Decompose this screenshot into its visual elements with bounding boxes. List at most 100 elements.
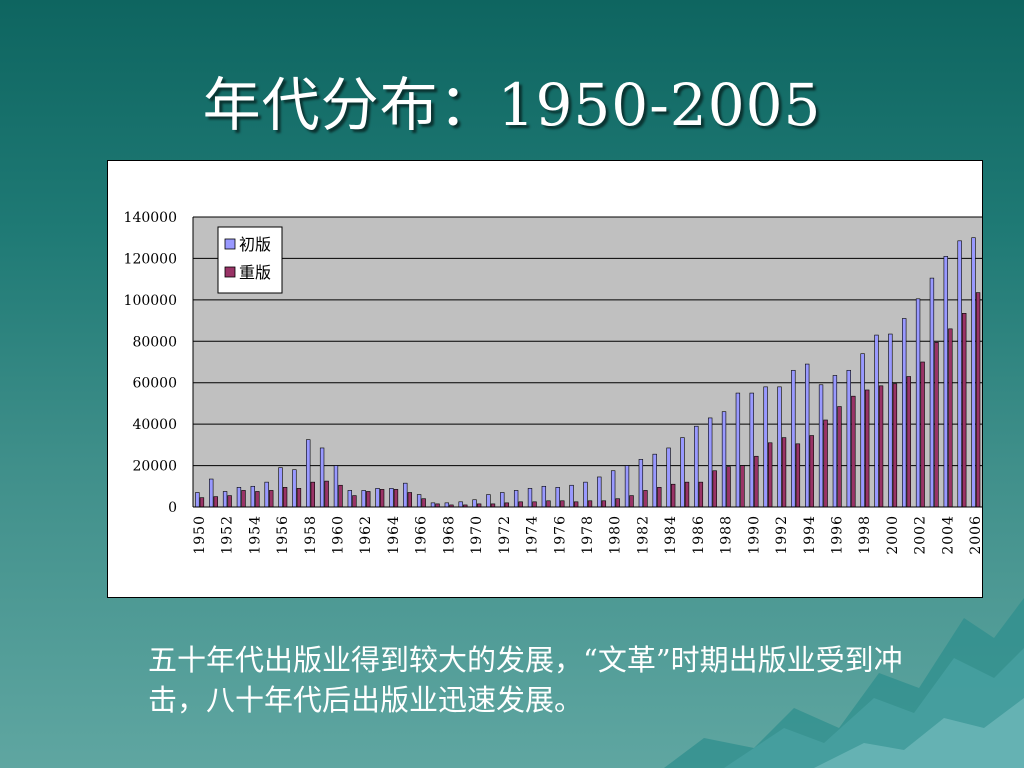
bar-reprint [781,437,787,508]
bar-first [236,487,242,508]
bar-first [777,386,782,508]
bar-reprint [726,466,731,508]
bar-first [250,485,255,508]
x-tick-label: 1964 [386,515,402,555]
bar-reprint [518,501,523,508]
bar-reprint [865,389,870,508]
legend-label: 重版 [239,263,271,282]
bar-first [278,467,283,508]
bar-first [541,485,547,508]
bar-reprint [366,491,371,508]
bar-reprint [962,313,967,508]
x-tick-label: 1996 [829,515,845,555]
bar-first [860,353,865,508]
bar-reprint [643,490,648,508]
bar-reprint [227,495,232,508]
bar-reprint [352,495,357,508]
bar-reprint [421,498,426,508]
y-tick-label: 100000 [124,293,177,309]
x-tick-label: 1972 [497,515,513,555]
bar-first [500,492,505,508]
bar-first [444,502,450,508]
bar-reprint [338,484,343,508]
bar-reprint [407,492,413,508]
mountain-decoration [664,598,1024,768]
bar-first [957,240,962,508]
bar-reprint [670,483,676,508]
bar-first [749,392,754,508]
bar-first [333,465,339,508]
bar-first [818,384,824,508]
bar-chart: 0 20000 40000 60000 80000 100000 120000 140000 1… [124,210,982,555]
x-tick-label: 1986 [691,515,707,555]
x-tick-label: 1960 [331,515,347,555]
x-tick-label: 2002 [913,515,929,555]
bar-reprint [282,487,288,508]
bar-reprint [601,500,607,508]
bar-first [361,490,366,508]
legend-swatch [224,238,236,250]
bar-first [763,386,768,508]
x-tick-label: 1970 [469,515,485,555]
x-tick-label: 1952 [220,515,236,555]
x-tick-label: 1950 [192,515,208,555]
x-tick-label: 2006 [968,515,982,555]
bar-reprint [573,501,579,508]
x-tick-label: 1998 [857,515,873,555]
bar-first [624,465,630,508]
bar-reprint [712,470,717,508]
x-tick-label: 1958 [303,515,319,555]
x-tick-label: 1990 [746,515,762,555]
bar-first [222,491,228,508]
bar-reprint [754,455,759,508]
x-tick-label: 1974 [525,515,541,555]
bar-first [666,447,671,508]
bar-reprint [892,383,898,508]
bar-reprint [324,480,329,508]
y-tick-label: 80000 [132,334,177,350]
bar-reprint [975,292,981,508]
bar-first [929,277,935,508]
bar-reprint [199,497,205,508]
bar-first [486,494,491,508]
bar-first [292,469,297,508]
bar-reprint [948,328,953,508]
bar-reprint [906,376,911,508]
x-tick-label: 1994 [802,515,818,555]
bar-reprint [920,361,925,508]
bar-first [721,411,727,508]
x-tick-label: 1978 [580,515,596,555]
bar-reprint [684,481,690,508]
bar-reprint [629,495,634,508]
bar-first [597,476,602,508]
bar-first [527,488,533,508]
bar-reprint [878,385,884,508]
bar-first [846,369,851,508]
bar-first [915,298,921,508]
bar-reprint [269,490,274,508]
y-tick-label: 120000 [124,251,177,267]
bar-first [375,488,380,508]
bar-first [569,484,574,508]
bar-first [306,439,311,508]
bar-reprint [213,496,218,508]
bar-first [264,481,269,508]
bar-reprint [809,435,814,508]
bar-first [791,369,796,508]
bar-first [430,502,436,508]
bar-first [403,482,408,508]
x-tick-label: 1956 [275,515,291,555]
bar-first [583,481,588,508]
x-tick-label: 1992 [774,515,790,555]
y-tick-label: 40000 [132,417,177,433]
x-tick-label: 1976 [552,515,568,555]
bar-first [638,459,644,508]
bar-reprint [296,488,302,508]
x-tick-label: 1954 [247,515,263,555]
bar-first [472,499,477,508]
bar-reprint [934,342,939,508]
chart-container: 0 20000 40000 60000 80000 100000 120000 140000 1… [107,160,983,598]
bar-reprint [823,419,828,508]
x-tick-label: 1980 [608,515,624,555]
y-tick-label: 0 [168,500,177,516]
